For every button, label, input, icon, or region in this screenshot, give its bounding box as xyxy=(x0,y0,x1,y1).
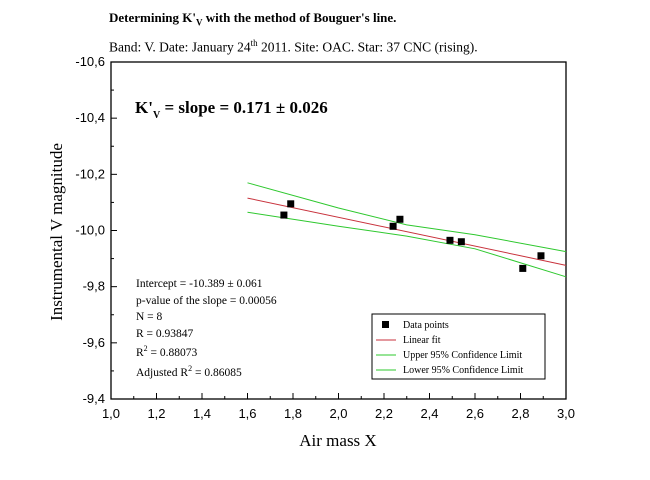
legend: Data points Linear fit Upper 95% Confide… xyxy=(371,313,546,380)
x-axis-label: Air mass X xyxy=(299,431,376,450)
x-tick-label: 1,4 xyxy=(193,406,211,421)
legend-label-upper: Upper 95% Confidence Limit xyxy=(403,350,522,361)
y-tick-label: -10,6 xyxy=(75,54,105,69)
y-axis-ticks: -10,6 -10,4 -10,2 -10,0 -9,8 -9,6 -9,4 xyxy=(75,54,117,406)
chart-title: Determining K'V with the method of Bougu… xyxy=(109,10,397,28)
y-tick-label: -10,0 xyxy=(75,223,105,238)
x-tick-label: 2,8 xyxy=(511,406,529,421)
y-tick-label: -9,4 xyxy=(83,391,105,406)
data-point xyxy=(396,215,404,223)
y-tick-label: -9,6 xyxy=(83,335,105,350)
x-tick-label: 1,8 xyxy=(284,406,302,421)
legend-label-fit: Linear fit xyxy=(403,335,441,346)
data-point xyxy=(446,236,454,244)
data-point xyxy=(537,252,545,260)
stat-pvalue: p-value of the slope = 0.00056 xyxy=(136,295,277,307)
stat-intercept: Intercept = -10.389 ± 0.061 xyxy=(136,278,263,290)
x-tick-label: 2,4 xyxy=(420,406,438,421)
slope-annotation: K'V = slope = 0.171 ± 0.026 xyxy=(135,98,328,121)
chart-subtitle: Band: V. Date: January 24th 2011. Site: … xyxy=(109,38,478,55)
legend-box xyxy=(371,313,546,380)
linear-fit-line xyxy=(247,197,567,266)
data-point xyxy=(287,200,295,208)
data-point xyxy=(457,238,465,246)
stat-r: R = 0.93847 xyxy=(136,328,194,340)
chart-series xyxy=(247,182,567,278)
x-tick-label: 2,6 xyxy=(466,406,484,421)
lower-confidence-line xyxy=(247,211,567,278)
stat-r2: R2 = 0.88073 xyxy=(136,344,198,359)
y-tick-label: -10,4 xyxy=(75,110,105,125)
legend-label-lower: Lower 95% Confidence Limit xyxy=(403,365,523,376)
x-axis-ticks: 1,0 1,2 1,4 1,6 1,8 2,0 2,2 2,4 2,6 2,8 3,0 xyxy=(102,393,575,421)
fit-statistics: Intercept = -10.389 ± 0.061 p-value of t… xyxy=(136,278,277,379)
x-tick-label: 3,0 xyxy=(557,406,575,421)
stat-adjusted-r2: Adjusted R2 = 0.86085 xyxy=(136,364,242,379)
x-tick-label: 1,2 xyxy=(147,406,165,421)
stat-n: N = 8 xyxy=(136,311,163,323)
data-point xyxy=(519,264,527,272)
y-axis-label: Instrumental V magnitude xyxy=(47,143,66,321)
data-point xyxy=(389,222,397,230)
x-tick-label: 1,6 xyxy=(238,406,256,421)
y-tick-label: -10,2 xyxy=(75,166,105,181)
legend-swatch-points xyxy=(382,321,389,328)
data-point xyxy=(280,211,288,219)
x-tick-label: 1,0 xyxy=(102,406,120,421)
y-tick-label: -9,8 xyxy=(83,279,105,294)
x-tick-label: 2,0 xyxy=(329,406,347,421)
upper-confidence-line xyxy=(247,182,567,253)
legend-label-points: Data points xyxy=(403,320,449,331)
x-tick-label: 2,2 xyxy=(375,406,393,421)
